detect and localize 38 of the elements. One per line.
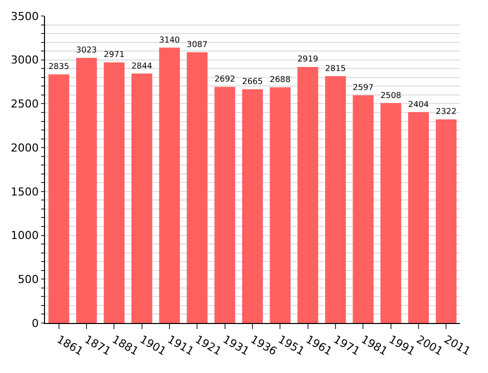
bar [76, 58, 97, 323]
data-label: 2688 [270, 74, 291, 84]
y-tick-label: 2000 [10, 141, 39, 154]
bar [352, 95, 374, 323]
data-label: 2844 [131, 60, 152, 70]
bar [242, 89, 263, 323]
bar [408, 112, 429, 323]
bar [297, 66, 318, 323]
bar [436, 119, 457, 323]
y-tick-label: 500 [18, 272, 39, 286]
data-label: 2692 [214, 74, 236, 84]
data-label: 2815 [325, 62, 346, 73]
y-tick-label: 1500 [10, 185, 39, 198]
y-tick-label: 0 [32, 316, 39, 330]
y-tick-label: 3500 [10, 10, 39, 23]
data-label: 2508 [380, 90, 402, 100]
bar [48, 74, 70, 323]
data-label: 2835 [48, 61, 70, 72]
data-label: 3140 [159, 34, 180, 44]
data-label: 2919 [297, 54, 318, 64]
bar [325, 76, 346, 323]
y-tick-label: 3000 [10, 54, 39, 67]
data-label: 3023 [76, 44, 97, 55]
bar [186, 52, 208, 323]
data-label: 2665 [242, 76, 263, 86]
data-label: 2597 [352, 82, 374, 92]
data-label: 2971 [104, 49, 125, 60]
y-tick-label: 1000 [10, 229, 39, 242]
bar [270, 87, 291, 323]
bar [380, 103, 402, 323]
bar [159, 48, 180, 323]
data-label: 3087 [186, 39, 208, 50]
bar [104, 62, 125, 323]
data-label: 2322 [436, 106, 457, 116]
data-label: 2404 [408, 98, 429, 109]
y-tick-label: 2500 [10, 98, 39, 111]
bar [131, 74, 152, 323]
bar [214, 86, 236, 323]
